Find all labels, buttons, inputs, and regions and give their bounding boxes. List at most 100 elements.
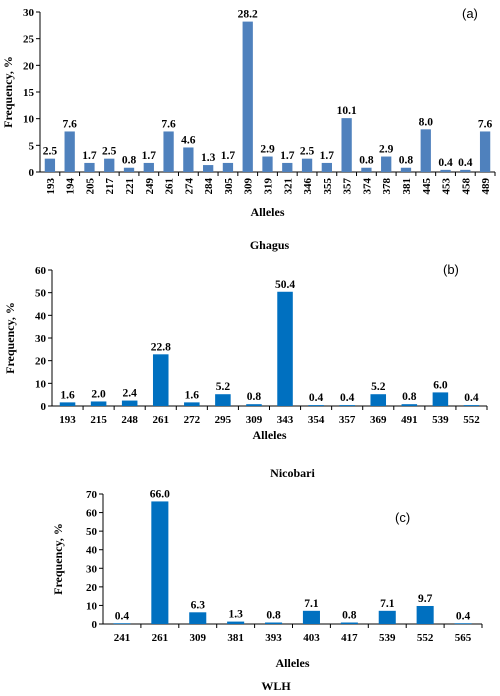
bar bbox=[152, 354, 169, 406]
y-tick-label: 40 bbox=[35, 310, 47, 322]
x-tick-label: 565 bbox=[455, 632, 472, 644]
y-tick-label: 40 bbox=[86, 545, 98, 557]
bar bbox=[151, 501, 169, 624]
x-tick-label: 217 bbox=[104, 178, 116, 195]
data-label: 0.4 bbox=[464, 392, 479, 404]
data-label: 0.8 bbox=[342, 610, 357, 622]
data-label: 50.4 bbox=[275, 279, 295, 291]
x-tick-label: 403 bbox=[303, 632, 320, 644]
data-label: 2.4 bbox=[122, 388, 137, 400]
data-label: 0.4 bbox=[456, 610, 471, 622]
data-label: 1.3 bbox=[201, 152, 216, 164]
x-tick-label: 552 bbox=[417, 632, 434, 644]
bar bbox=[321, 162, 332, 172]
data-label: 0.8 bbox=[402, 391, 417, 403]
data-label: 2.5 bbox=[300, 146, 315, 158]
bar bbox=[277, 291, 293, 406]
data-label: 1.6 bbox=[60, 389, 75, 401]
data-label: 9.7 bbox=[418, 593, 433, 605]
bar bbox=[183, 147, 194, 172]
x-tick-label: 261 bbox=[152, 632, 169, 644]
x-tick-label: 378 bbox=[381, 178, 393, 195]
y-tick-label: 60 bbox=[86, 508, 98, 520]
bar bbox=[184, 402, 200, 406]
x-tick-label: 241 bbox=[114, 632, 131, 644]
x-tick-label: 357 bbox=[339, 414, 356, 426]
data-label: 0.4 bbox=[309, 392, 324, 404]
data-label: 7.6 bbox=[478, 118, 493, 130]
y-tick-label: 50 bbox=[86, 526, 98, 538]
panel-c-allele-frequency-chart: Nicobari 0 10 20 30 40 50 60 70 0.4 241 66.0 261 6.3 3… bbox=[51, 466, 483, 670]
bar bbox=[416, 605, 434, 624]
data-label: 7.6 bbox=[62, 118, 77, 130]
y-tick-label: 20 bbox=[86, 582, 98, 594]
y-tick-label: 10 bbox=[86, 600, 98, 612]
x-tick-label: 305 bbox=[223, 178, 235, 195]
y-tick-label: 0 bbox=[29, 167, 35, 179]
x-tick-label: 321 bbox=[282, 178, 294, 195]
data-label: 2.5 bbox=[102, 146, 117, 158]
panel-label: (c) bbox=[395, 510, 410, 525]
bar bbox=[361, 167, 372, 172]
x-tick-label: 221 bbox=[124, 178, 136, 195]
y-tick-label: 30 bbox=[35, 333, 47, 345]
x-tick-label: 489 bbox=[480, 178, 492, 195]
data-label: 22.8 bbox=[151, 341, 171, 353]
data-label: 0.8 bbox=[247, 391, 262, 403]
bar bbox=[104, 158, 115, 172]
bar bbox=[84, 162, 95, 172]
bar bbox=[265, 622, 283, 624]
bar bbox=[262, 156, 273, 172]
y-tick-label: 25 bbox=[23, 34, 35, 46]
x-tick-label: 445 bbox=[421, 178, 433, 195]
bar bbox=[339, 405, 355, 406]
x-axis-label: Alleles bbox=[276, 656, 310, 670]
y-axis-label: Frequency, % bbox=[1, 56, 15, 128]
data-label: 2.5 bbox=[43, 146, 58, 158]
x-tick-label: 354 bbox=[308, 414, 325, 426]
data-label: 0.4 bbox=[115, 610, 130, 622]
data-label: 6.0 bbox=[433, 379, 448, 391]
x-tick-label: 381 bbox=[401, 178, 413, 195]
x-tick-label: 272 bbox=[184, 414, 201, 426]
bar bbox=[340, 622, 358, 624]
bar bbox=[215, 394, 231, 406]
y-tick-label: 30 bbox=[86, 563, 98, 575]
panel-label: (a) bbox=[462, 6, 478, 21]
y-tick-label: 50 bbox=[35, 288, 47, 300]
bar bbox=[400, 167, 412, 172]
x-tick-label: 374 bbox=[361, 178, 373, 195]
x-tick-label: 355 bbox=[322, 178, 334, 195]
data-label: 0.4 bbox=[458, 157, 473, 169]
bar bbox=[401, 404, 418, 406]
x-tick-label: 274 bbox=[183, 178, 195, 195]
x-tick-label: 343 bbox=[277, 414, 294, 426]
bar bbox=[246, 404, 262, 406]
bar bbox=[440, 169, 451, 172]
x-tick-label: 215 bbox=[90, 414, 107, 426]
x-tick-label: 539 bbox=[432, 414, 449, 426]
data-label: 1.7 bbox=[280, 150, 295, 162]
data-label: 0.8 bbox=[122, 155, 137, 167]
bar bbox=[302, 610, 320, 624]
bar bbox=[282, 162, 293, 172]
bar bbox=[454, 623, 472, 625]
x-tick-label: 357 bbox=[342, 178, 354, 195]
data-label: 1.7 bbox=[221, 150, 236, 162]
bar bbox=[59, 402, 76, 406]
bar bbox=[227, 621, 245, 624]
bar bbox=[370, 394, 387, 406]
bar bbox=[460, 169, 471, 172]
x-tick-label: 453 bbox=[441, 178, 453, 195]
x-tick-label: 248 bbox=[121, 414, 138, 426]
data-label: 8.0 bbox=[419, 116, 434, 128]
y-tick-label: 60 bbox=[35, 265, 47, 277]
bar bbox=[341, 118, 352, 172]
y-axis-label: Frequency, % bbox=[51, 523, 65, 595]
data-label: 0.8 bbox=[399, 155, 414, 167]
y-tick-label: 10 bbox=[35, 378, 47, 390]
y-tick-label: 5 bbox=[29, 140, 35, 152]
x-tick-label: 193 bbox=[59, 414, 76, 426]
bar bbox=[189, 612, 207, 624]
data-label: 5.2 bbox=[371, 381, 386, 393]
